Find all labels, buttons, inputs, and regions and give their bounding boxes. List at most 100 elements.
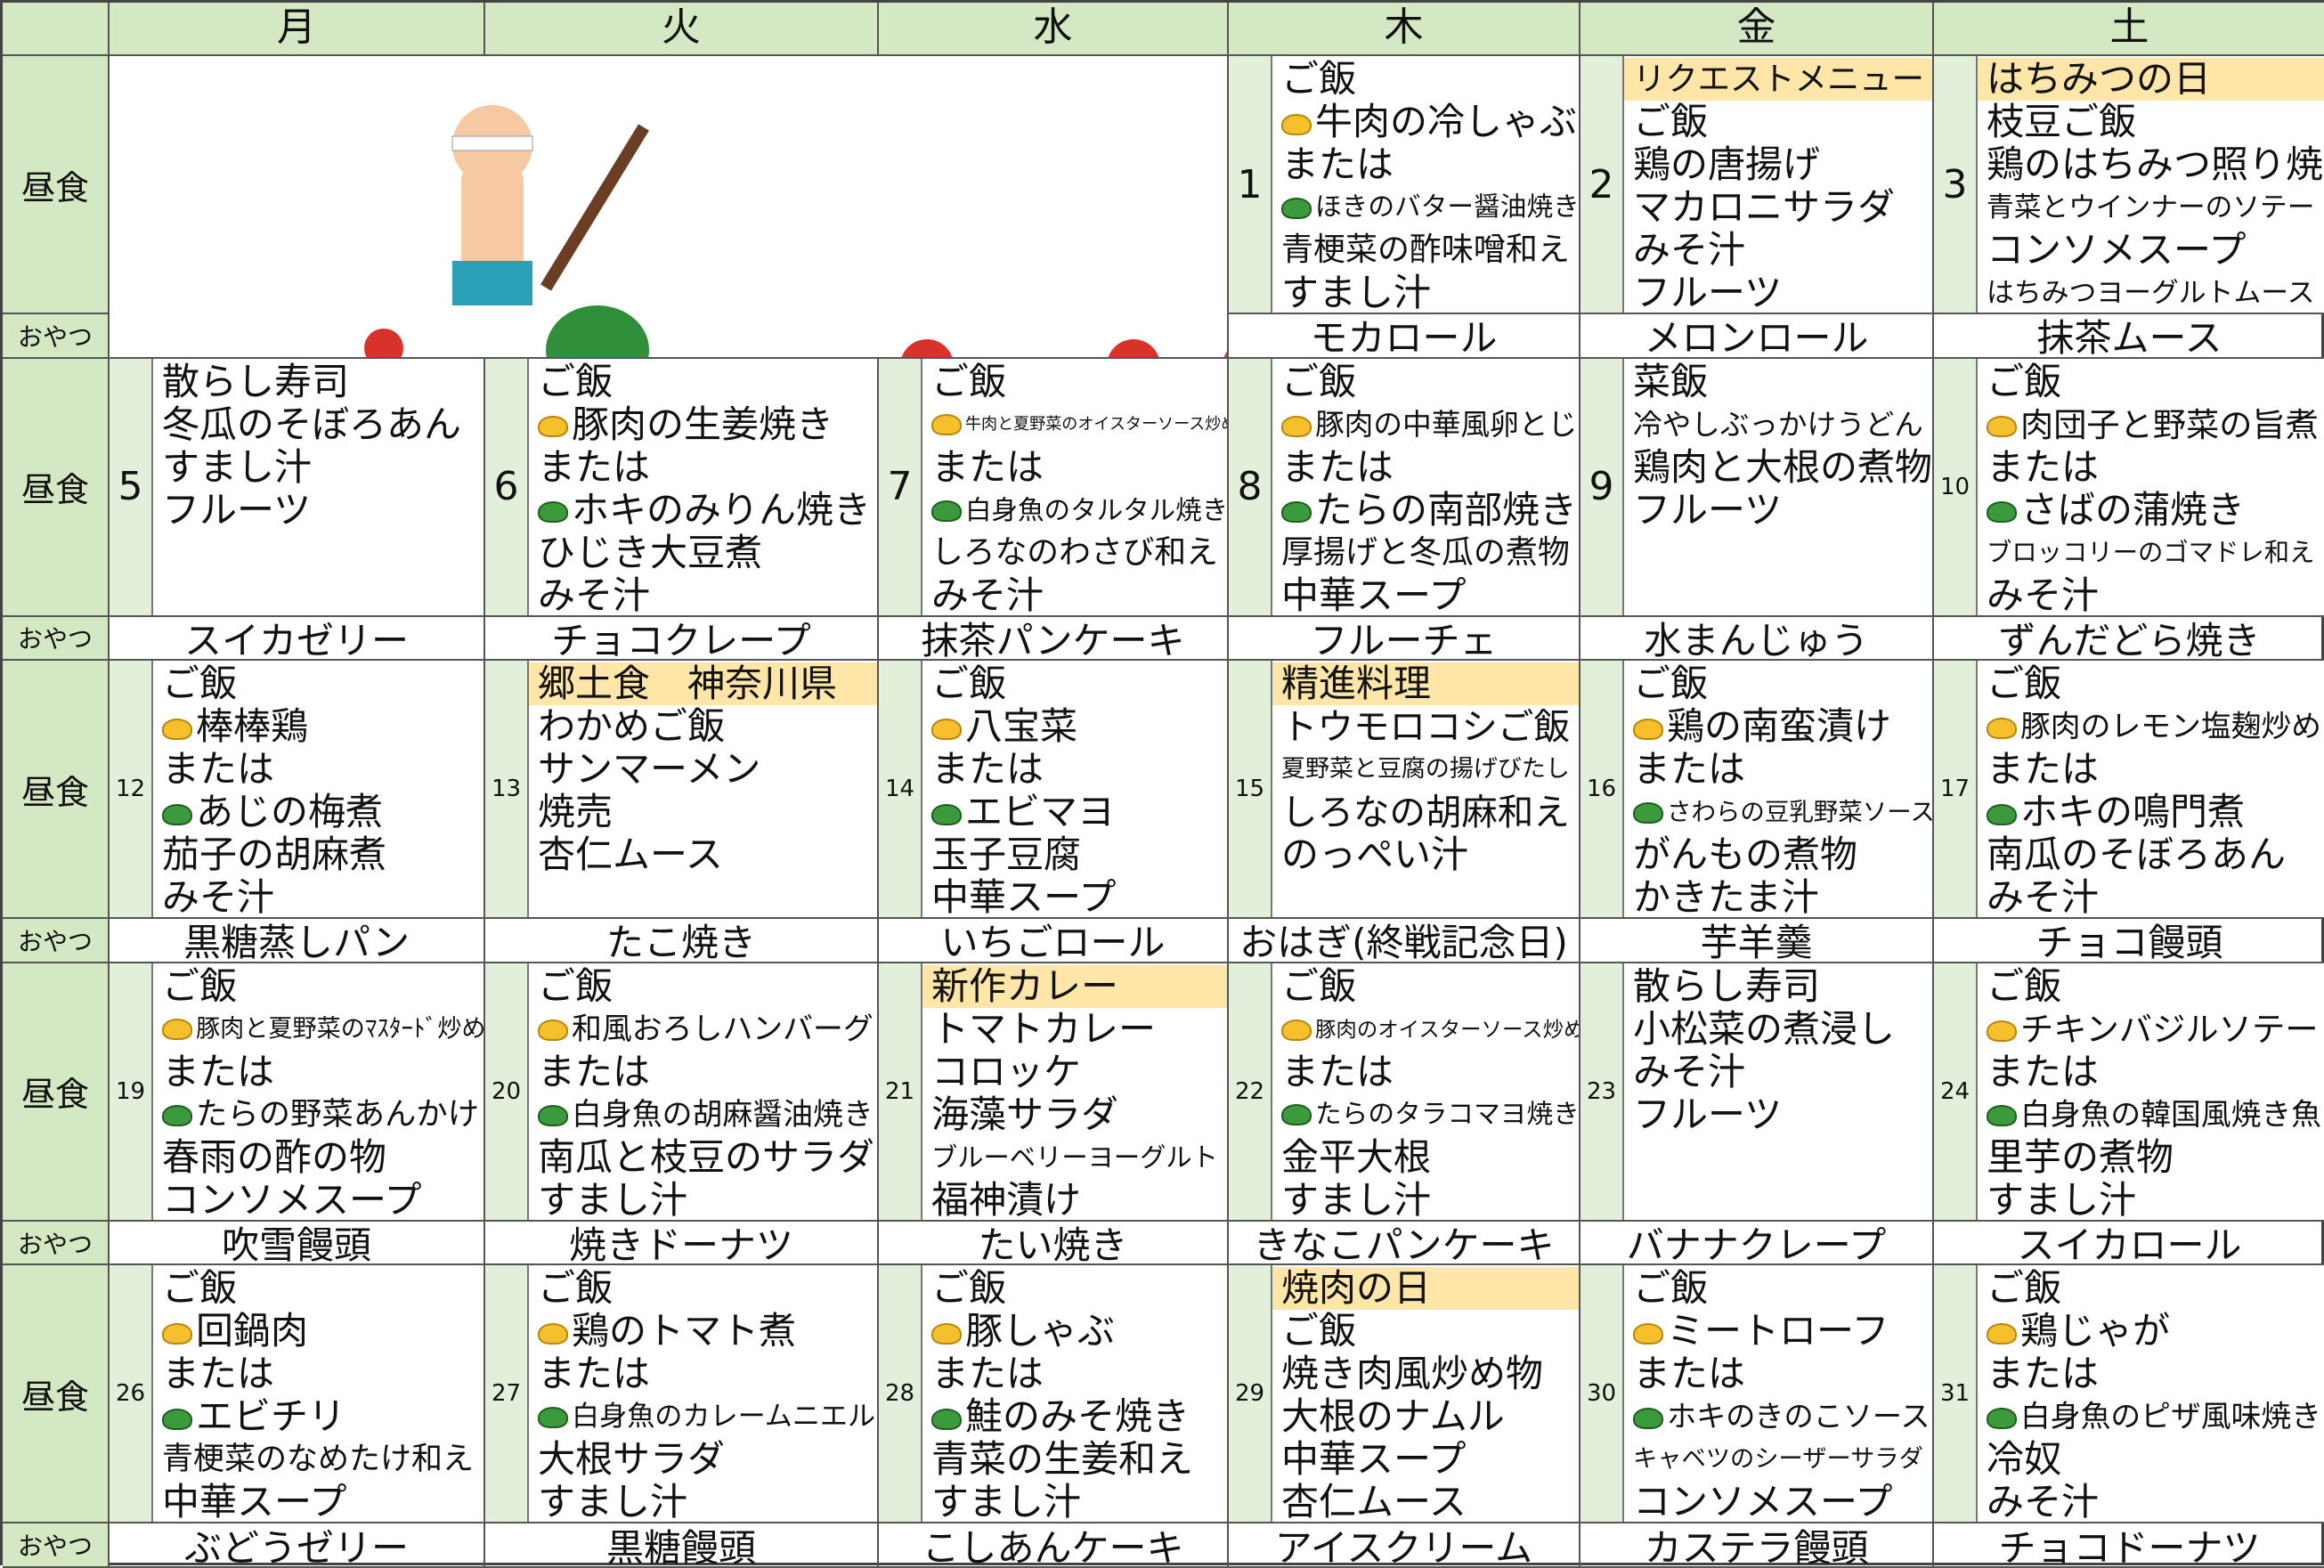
menu-item: または (162, 1050, 275, 1093)
menu-item: がんもの煮物 (1633, 833, 1858, 877)
menu-item: または (162, 748, 275, 792)
menu-item: ブルーベリーヨーグルト (931, 1141, 1218, 1173)
menu-item: 白身魚のピザ風味焼き (1987, 1395, 2324, 1438)
snack: 水まんじゅう (1580, 616, 1934, 662)
menu-item: 金平大根 (1281, 1135, 1432, 1179)
menu-item: または (931, 1353, 1044, 1396)
menu-item: 棒棒鶏 (162, 705, 483, 748)
snack-label: おやつ (3, 1221, 110, 1266)
menu-item-text: 白身魚の韓国風焼き魚 (2020, 1096, 2321, 1132)
menu-item: 肉団子と野菜の旨煮 (1987, 403, 2324, 446)
snack: チョコ饅頭 (1934, 919, 2324, 963)
menu-item: 白身魚の胡麻醤油焼き (538, 1093, 877, 1136)
day-header: 金 (1580, 3, 1934, 56)
choice-icon (1281, 415, 1312, 437)
snack: チョコドーナツ (1934, 1523, 2324, 1568)
menu: ご飯 豚肉のレモン塩麹炒め または ホキの鳴門煮 南瓜のそぼろあん みそ汁 (1978, 661, 2324, 917)
date: 8 (1229, 358, 1272, 615)
menu: ご飯 豚肉と夏野菜のﾏｽﾀｰﾄﾞ炒め または たらの野菜あんかけ 春雨の酢の物 コンソメス… (153, 963, 483, 1220)
menu: ご飯 鶏の南蛮漬け または さわらの豆乳野菜ソース がんもの煮物 かきたま汁 (1624, 661, 1932, 917)
menu: ご飯 チキンバジルソテー または 白身魚の韓国風焼き魚 里芋の煮物 すまし汁 (1978, 963, 2324, 1220)
menu-item: みそ汁 (162, 876, 275, 920)
day-cell: 26 ご飯 回鍋肉 または エビチリ 青梗菜のなめたけ和え 中華スープ (110, 1265, 485, 1524)
menu-item: フルーツ (1633, 488, 1783, 532)
menu-item: 鶏の南蛮漬け (1633, 705, 1932, 748)
menu-item: ブロッコリーのゴマドレ和え (1987, 537, 2315, 567)
menu-item-text: 牛肉の冷しゃぶ (1315, 101, 1578, 143)
date: 13 (485, 661, 529, 918)
choice-icon (538, 1322, 568, 1345)
menu-item-text: さばの蒲焼き (2020, 488, 2246, 532)
menu-item: 大根のナムル (1281, 1395, 1505, 1439)
menu-item: 枝豆ご飯 (1987, 101, 2137, 143)
illustration-art (364, 105, 1227, 357)
choice-icon (1987, 416, 2017, 438)
menu-item: 鶏のはちみつ照り焼 (1987, 143, 2324, 186)
menu-item-text: 鮭のみそ焼き (965, 1395, 1190, 1439)
menu-item: 中華スープ (931, 876, 1117, 920)
menu-item: コロッケ (931, 1050, 1082, 1093)
menu-item: すまし汁 (1281, 1178, 1432, 1222)
menu: はちみつの日 枝豆ご飯 鶏のはちみつ照り焼 青菜とウインナーのソテー コンソメスープ はち… (1978, 56, 2324, 313)
menu-item: すまし汁 (538, 1481, 688, 1524)
menu-item: みそ汁 (1987, 1481, 2100, 1524)
menu-item: 中華スープ (1281, 573, 1467, 617)
menu-item: ホキのきのこソース (1633, 1395, 1932, 1438)
snack-label: おやつ (3, 314, 110, 359)
menu-item-text: 白身魚のタルタル焼き (965, 494, 1227, 525)
menu-item: 中華スープ (162, 1481, 347, 1524)
day-cell: 19 ご飯 豚肉と夏野菜のﾏｽﾀｰﾄﾞ炒め または たらの野菜あんかけ 春雨の酢の物 コンソ… (110, 963, 485, 1222)
day-cell: 5 散らし寿司 冬瓜のそぼろあん すまし汁 フルーツ (110, 358, 485, 617)
crab (1108, 339, 1159, 357)
snack: 焼きドーナツ (485, 1221, 879, 1266)
day-header: 水 (879, 3, 1229, 56)
day-cell: 8 ご飯 豚肉の中華風卵とじ または たらの南部焼き 厚揚げと冬瓜の煮物 中華スープ (1229, 358, 1580, 617)
snack: ぶどうゼリー (110, 1523, 485, 1568)
menu-item: キャベツのシーザーサラダ (1633, 1445, 1923, 1474)
snack: おはぎ(終戦記念日) (1229, 919, 1580, 963)
illustration (110, 56, 1229, 359)
menu-item: コンソメスープ (162, 1178, 422, 1222)
menu-item: トウモロコシご飯 (1281, 705, 1570, 749)
menu-item-text: 鶏じゃが (2020, 1310, 2171, 1353)
day-cell: 13 郷土食 神奈川県 わかめご飯 サンマーメン 焼売 杏仁ムース (485, 661, 879, 920)
menu-item-text: ホキの鳴門煮 (2020, 791, 2246, 834)
snack: チョコクレープ (485, 616, 879, 662)
snack-label: おやつ (3, 919, 110, 963)
menu-item: トマトカレー (931, 1007, 1157, 1051)
menu-item: または (1281, 143, 1394, 186)
menu-item-text: 白身魚のカレームニエル (572, 1401, 876, 1434)
menu-item: しろなのわさび和え (931, 533, 1218, 571)
menu-item: または (1987, 748, 2100, 792)
shorts (452, 261, 532, 305)
menu-item: 鮭のみそ焼き (931, 1395, 1227, 1438)
watermelon (546, 305, 649, 357)
menu-item-text: 豚しゃぶ (965, 1310, 1116, 1353)
menu-item: 小松菜の煮浸し (1633, 1007, 1896, 1051)
date: 24 (1934, 963, 1978, 1220)
snack: 吹雪饅頭 (110, 1221, 485, 1266)
snack: 抹茶パンケーキ (879, 616, 1229, 662)
menu-item: 海藻サラダ (931, 1093, 1119, 1136)
choice-icon (162, 1322, 192, 1345)
menu-item-text: たらのタラコマヨ焼き (1315, 1098, 1579, 1130)
menu: ご飯 鶏じゃが または 白身魚のピザ風味焼き 冷奴 みそ汁 (1978, 1265, 2324, 1522)
menu-item: ご飯 (1281, 360, 1357, 403)
menu-item: 青菜の生姜和え (931, 1438, 1194, 1482)
menu: ご飯 棒棒鶏 または あじの梅煮 茄子の胡麻煮 みそ汁 (153, 661, 483, 917)
day-cell: 17 ご飯 豚肉のレモン塩麹炒め または ホキの鳴門煮 南瓜のそぼろあん みそ汁 (1934, 661, 2324, 920)
choice-icon (538, 1105, 568, 1127)
snack: たこ焼き (485, 919, 879, 963)
day-cell: 2 リクエストメニュー ご飯 鶏の唐揚げ マカロニサラダ みそ汁 フルーツ (1580, 56, 1934, 314)
menu-item-text: エビチリ (196, 1395, 346, 1439)
menu-item: 冬瓜のそぼろあん (162, 402, 462, 446)
snack-label: おやつ (3, 1523, 110, 1568)
crab (364, 329, 403, 357)
menu: 新作カレー トマトカレー コロッケ 海藻サラダ ブルーベリーヨーグルト 福神漬け (922, 963, 1227, 1220)
menu-item: エビチリ (162, 1395, 483, 1438)
menu-item-text: 豚肉のレモン塩麹炒め (2020, 709, 2321, 744)
date: 10 (1934, 358, 1978, 615)
menu-item: すまし汁 (931, 1481, 1082, 1524)
date: 15 (1229, 661, 1272, 918)
choice-icon (1987, 717, 2017, 739)
